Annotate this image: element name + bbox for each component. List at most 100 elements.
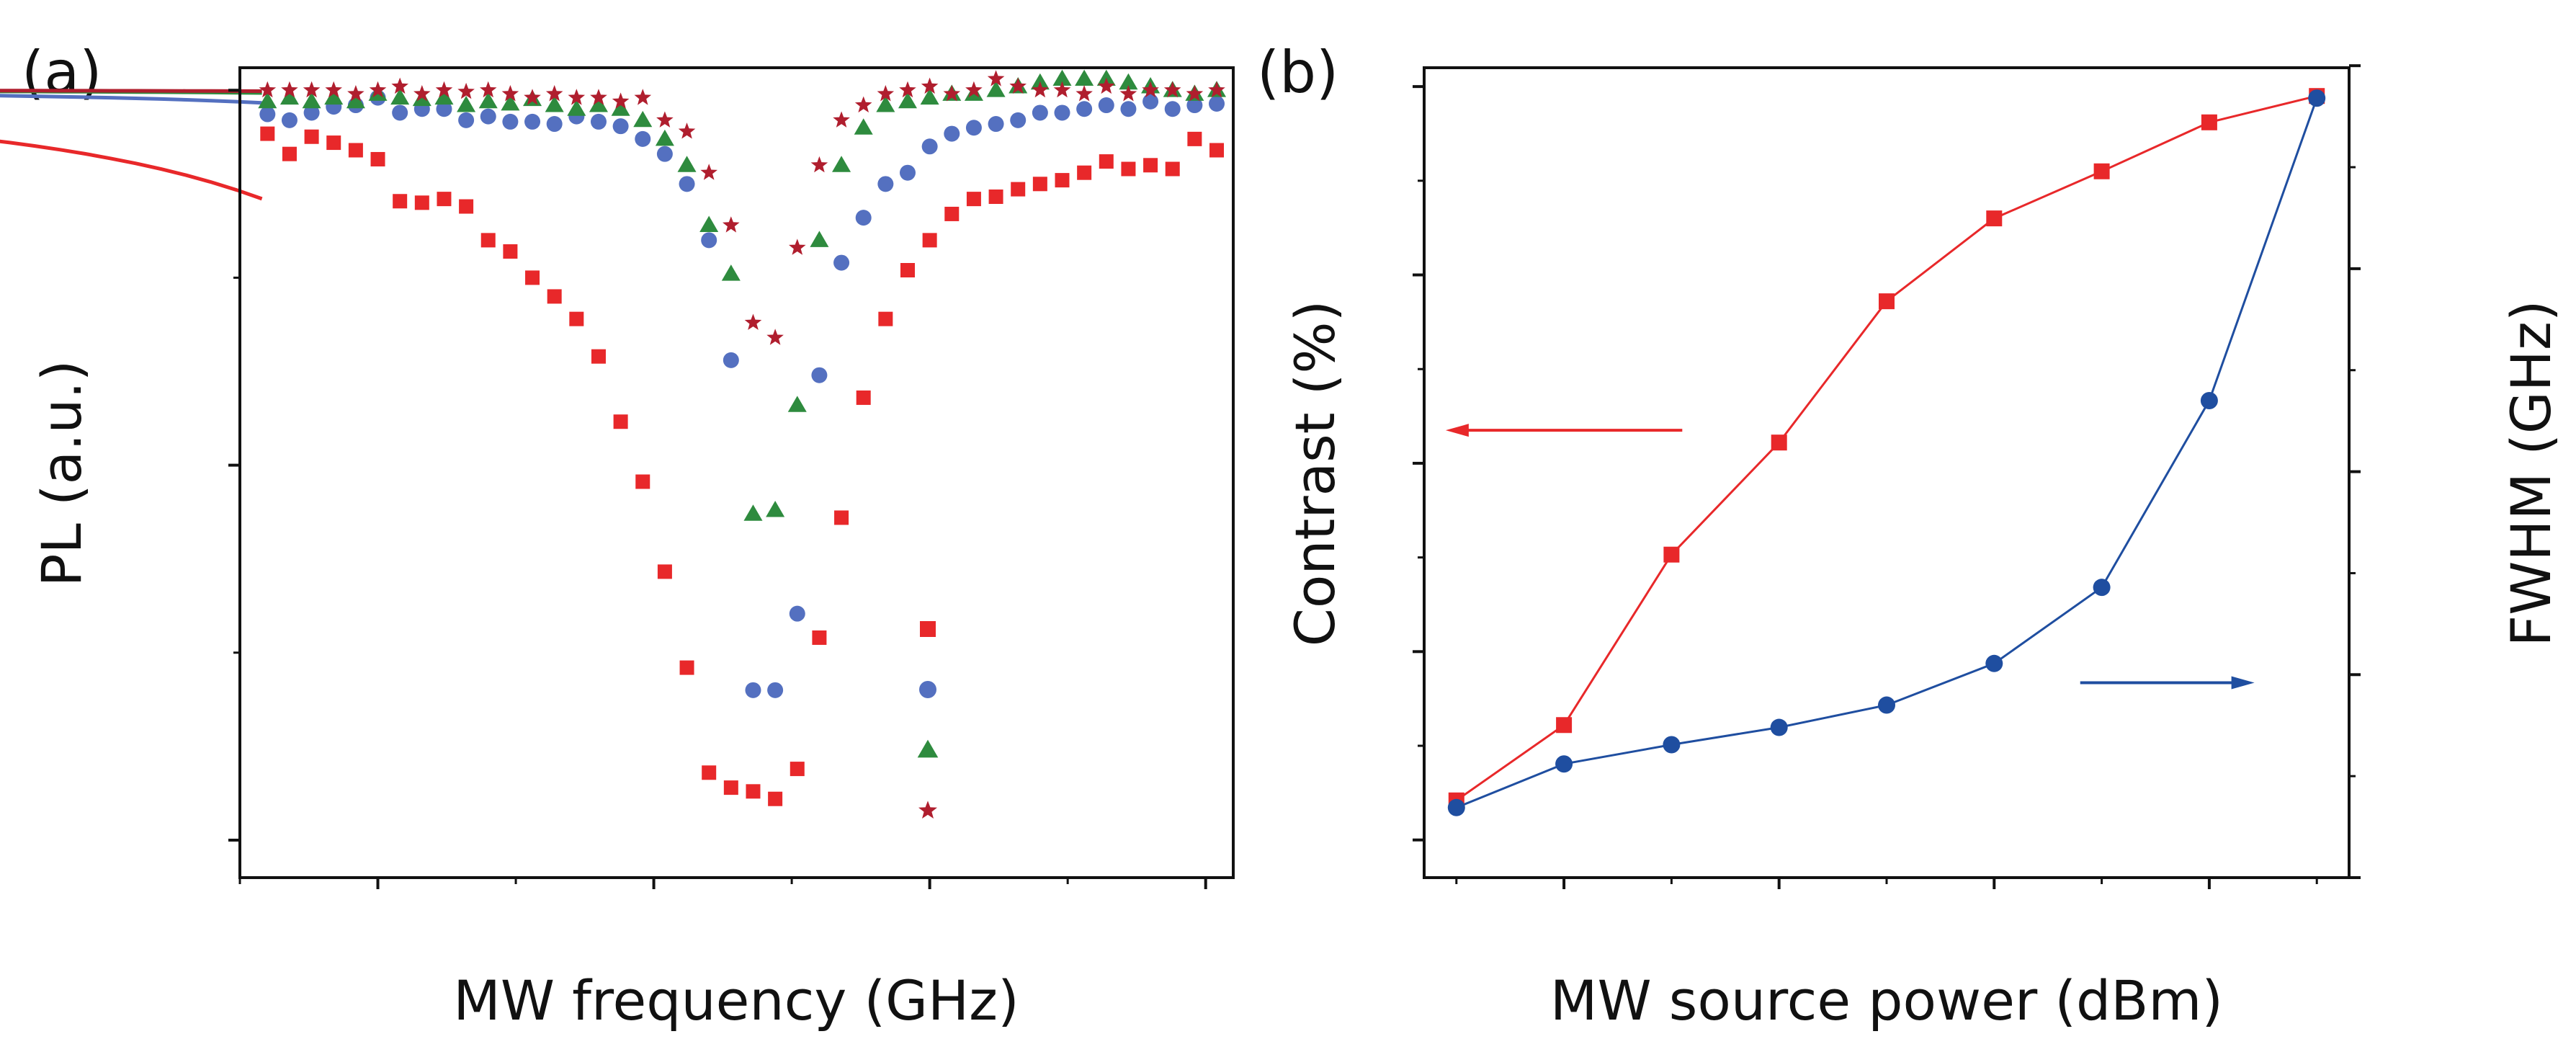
data-point <box>721 264 741 281</box>
data-point <box>986 81 1006 97</box>
legend-marker-2 <box>917 739 939 758</box>
data-point <box>1053 81 1071 98</box>
data-point <box>744 313 762 330</box>
legend-marker-3 <box>918 801 937 819</box>
data-point <box>922 233 937 248</box>
data-point <box>369 81 387 98</box>
data-point <box>1209 95 1225 112</box>
panel-b-label: (b) <box>1257 39 1338 106</box>
data-point <box>1209 143 1225 158</box>
data-point <box>878 311 893 326</box>
data-point <box>811 367 828 383</box>
data-point <box>281 81 298 98</box>
data-point <box>634 89 652 105</box>
data-point <box>501 94 520 111</box>
data-point <box>1052 69 1072 86</box>
data-point <box>346 92 365 109</box>
data-point <box>723 780 738 795</box>
data-point <box>590 113 607 130</box>
legend-marker-0 <box>920 621 936 637</box>
panel-b-data-points <box>1447 88 2326 816</box>
data-point <box>1879 293 1895 310</box>
data-point <box>279 88 299 105</box>
data-point <box>1556 717 1573 734</box>
data-point <box>743 504 763 521</box>
data-point <box>657 564 672 579</box>
data-point <box>391 77 408 94</box>
data-point <box>569 311 584 326</box>
data-point <box>900 263 915 277</box>
panel-a-fit-curves <box>0 89 263 201</box>
data-point <box>789 605 805 622</box>
data-point <box>1143 158 1158 173</box>
data-point <box>1663 546 1680 563</box>
data-point <box>390 88 410 105</box>
data-point <box>613 414 628 429</box>
data-point <box>678 122 696 139</box>
data-point <box>1771 434 1787 451</box>
data-point <box>921 138 938 155</box>
data-point <box>524 113 541 130</box>
data-point <box>567 99 586 116</box>
fit-curve-0 <box>0 139 263 201</box>
data-point <box>547 289 562 304</box>
data-point <box>612 92 630 109</box>
data-point <box>546 116 563 133</box>
panel-b-left-y-ticks <box>1413 85 1424 842</box>
data-point <box>833 254 850 271</box>
panel-a-data-points <box>258 69 1227 806</box>
data-point <box>965 81 983 98</box>
data-point <box>1032 104 1048 121</box>
data-point <box>856 390 871 405</box>
data-point <box>656 146 673 162</box>
data-point <box>347 85 365 102</box>
data-point <box>898 92 918 109</box>
data-point <box>854 118 873 135</box>
data-point <box>1447 798 1465 816</box>
data-point <box>1032 81 1049 98</box>
panel-a-y-ticks <box>228 89 240 842</box>
data-point <box>568 89 586 105</box>
data-point <box>1054 104 1070 121</box>
data-point <box>503 244 518 259</box>
data-point <box>1075 85 1093 102</box>
data-point <box>1120 101 1137 117</box>
data-point <box>810 231 829 247</box>
data-point <box>899 164 916 181</box>
panel-a-legend <box>917 621 939 819</box>
data-point <box>1186 97 1203 114</box>
data-point <box>611 99 630 116</box>
data-point <box>480 81 497 98</box>
data-point <box>501 85 519 102</box>
panel-b-x-axis-title: MW source power (dBm) <box>1550 968 2223 1033</box>
panel-a-plot-frame <box>238 66 1235 879</box>
data-point <box>1142 81 1159 98</box>
data-point <box>1878 696 1895 714</box>
data-point <box>2093 579 2111 597</box>
data-point <box>1077 165 1092 180</box>
data-point <box>768 791 783 806</box>
data-point <box>987 70 1005 86</box>
data-point <box>833 111 850 128</box>
panel-a: (a) MW frequency (GHz) PL (a.u.) <box>0 39 1235 1033</box>
data-point <box>767 682 784 698</box>
data-point <box>1208 81 1225 98</box>
data-point <box>2200 391 2218 409</box>
data-point <box>259 81 277 98</box>
fit-curve-3 <box>0 89 262 93</box>
data-point <box>392 104 408 121</box>
data-point <box>723 352 739 368</box>
data-point <box>746 784 761 799</box>
data-point <box>810 156 828 173</box>
data-point <box>259 106 276 122</box>
data-point <box>966 192 981 207</box>
data-point <box>921 77 939 94</box>
data-point <box>435 81 453 98</box>
data-point <box>545 96 564 112</box>
data-point <box>1163 81 1181 98</box>
left-arrow-head <box>1445 424 1469 437</box>
data-point <box>766 329 784 345</box>
data-point <box>790 762 805 777</box>
data-point <box>2201 114 2217 130</box>
